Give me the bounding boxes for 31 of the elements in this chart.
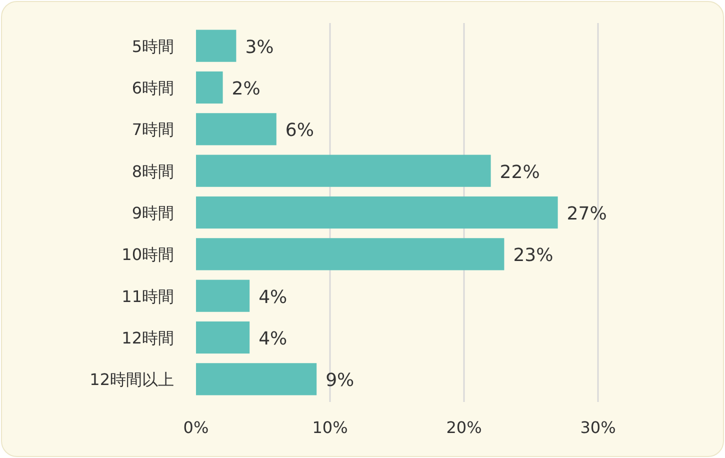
data-label: 27% [566,204,607,224]
data-label: 9% [326,370,354,392]
y-tick-label: 7時間 [132,120,174,140]
data-label: 4% [258,286,288,308]
data-label: 22% [500,162,540,183]
x-tick-label: 20% [446,418,482,437]
x-tick-label: 10% [312,418,348,437]
y-tick-label: 10時間 [122,245,174,264]
y-tick-label: 5時間 [132,36,174,56]
bar [196,238,504,270]
y-tick-label: 12時間以上 [90,370,174,390]
data-label: 4% [258,328,288,350]
bar [196,30,236,62]
y-tick-label: 8時間 [132,162,174,181]
x-tick-label: 30% [580,418,616,437]
bar [196,196,558,229]
y-tick-label: 12時間 [122,328,174,348]
data-label: 23% [513,245,554,266]
y-tick-label: 11時間 [122,286,174,306]
data-label: 2% [232,78,260,100]
y-tick-label: 9時間 [132,204,174,222]
bar [196,113,276,146]
data-label: 3% [245,36,274,58]
bar [196,154,491,187]
bar [196,321,250,354]
bar [196,363,317,396]
bar [196,280,250,312]
y-tick-label: 6時間 [132,78,174,98]
x-tick-label: 0% [183,418,209,437]
data-label: 6% [285,120,314,142]
bar [196,71,223,104]
